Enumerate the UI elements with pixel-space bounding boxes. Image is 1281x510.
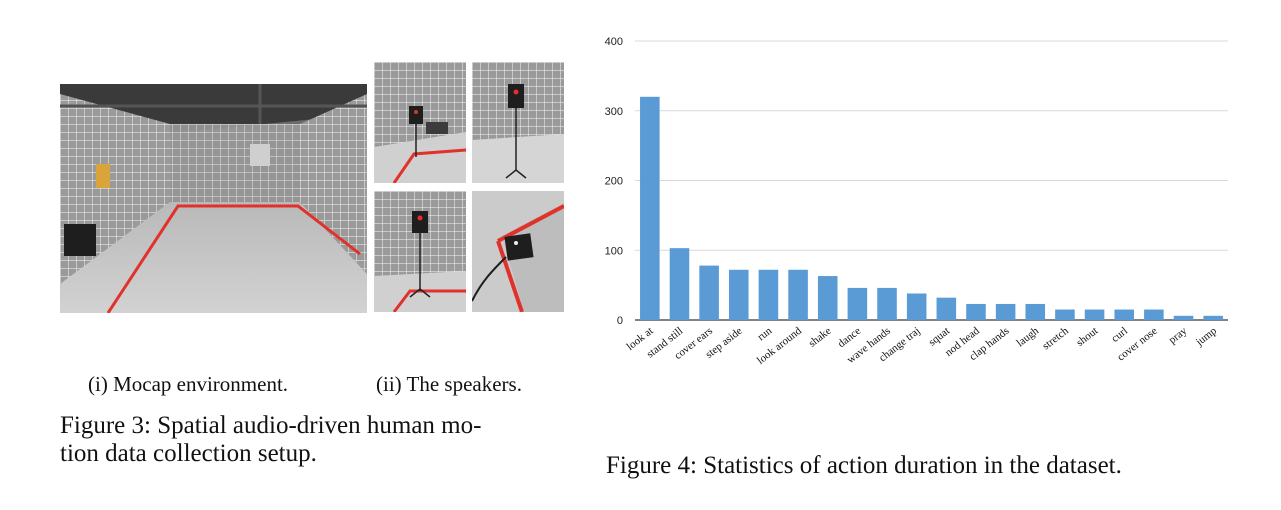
bar-shake xyxy=(817,276,838,320)
bar-look-around xyxy=(788,269,808,320)
bar-shout xyxy=(1084,309,1105,320)
subcaption-speakers: (ii) The speakers. xyxy=(376,372,522,396)
bar-squat xyxy=(936,297,957,320)
y-tick-label: 200 xyxy=(605,176,623,188)
bar-nod-head xyxy=(966,303,986,320)
subcaption-mocap-environment: (i) Mocap environment. xyxy=(88,372,289,396)
action-duration-chart: 0 100 200 300 400 look at stand still cover ear… xyxy=(585,20,1265,380)
y-tick-label: 400 xyxy=(605,36,623,48)
bar-step-aside xyxy=(728,269,749,320)
x-tick-label: pray xyxy=(1167,325,1190,347)
y-tick-label: 0 xyxy=(617,315,623,327)
bar-run xyxy=(758,269,779,320)
x-tick-label: stretch xyxy=(1040,325,1071,353)
x-tick-label: jump xyxy=(1193,325,1219,349)
bar-look-at xyxy=(640,96,660,320)
figure-4-caption: Figure 4: Statistics of action duration … xyxy=(606,452,1122,479)
figure-3-caption: Figure 3: Spatial audio-driven human mo-… xyxy=(60,412,580,468)
figure-3-caption-line-1: Figure 3: Spatial audio-driven human mo- xyxy=(60,412,482,439)
speaker-photo-2 xyxy=(472,62,564,183)
x-tick-label: laugh xyxy=(1014,325,1041,350)
x-tick-label: run xyxy=(755,325,774,344)
y-tick-label: 100 xyxy=(605,245,623,257)
mocap-environment-photo xyxy=(60,84,367,313)
bar-clap-hands xyxy=(995,303,1016,320)
bar-stand-still xyxy=(669,248,690,320)
x-tick-label: shout xyxy=(1074,325,1100,349)
bar-cover-ears xyxy=(699,265,719,320)
bar-laugh xyxy=(1025,303,1046,320)
x-tick-label: curl xyxy=(1109,325,1130,345)
bar-change-traj xyxy=(906,293,927,320)
bar-cover-nose xyxy=(1144,309,1164,320)
figure-3-caption-line-2: tion data collection setup. xyxy=(60,440,317,467)
y-tick-label: 300 xyxy=(605,106,623,118)
bar-dance xyxy=(847,287,868,320)
bar-stretch xyxy=(1055,309,1075,320)
speaker-photo-3 xyxy=(374,191,466,312)
speaker-photo-1 xyxy=(374,62,466,183)
bar-curl xyxy=(1114,309,1135,320)
bar-jump xyxy=(1203,315,1223,320)
bar-pray xyxy=(1173,315,1194,320)
bar-wave-hands xyxy=(877,287,897,320)
speaker-photo-4 xyxy=(472,191,564,312)
x-tick-label: shake xyxy=(806,325,833,350)
